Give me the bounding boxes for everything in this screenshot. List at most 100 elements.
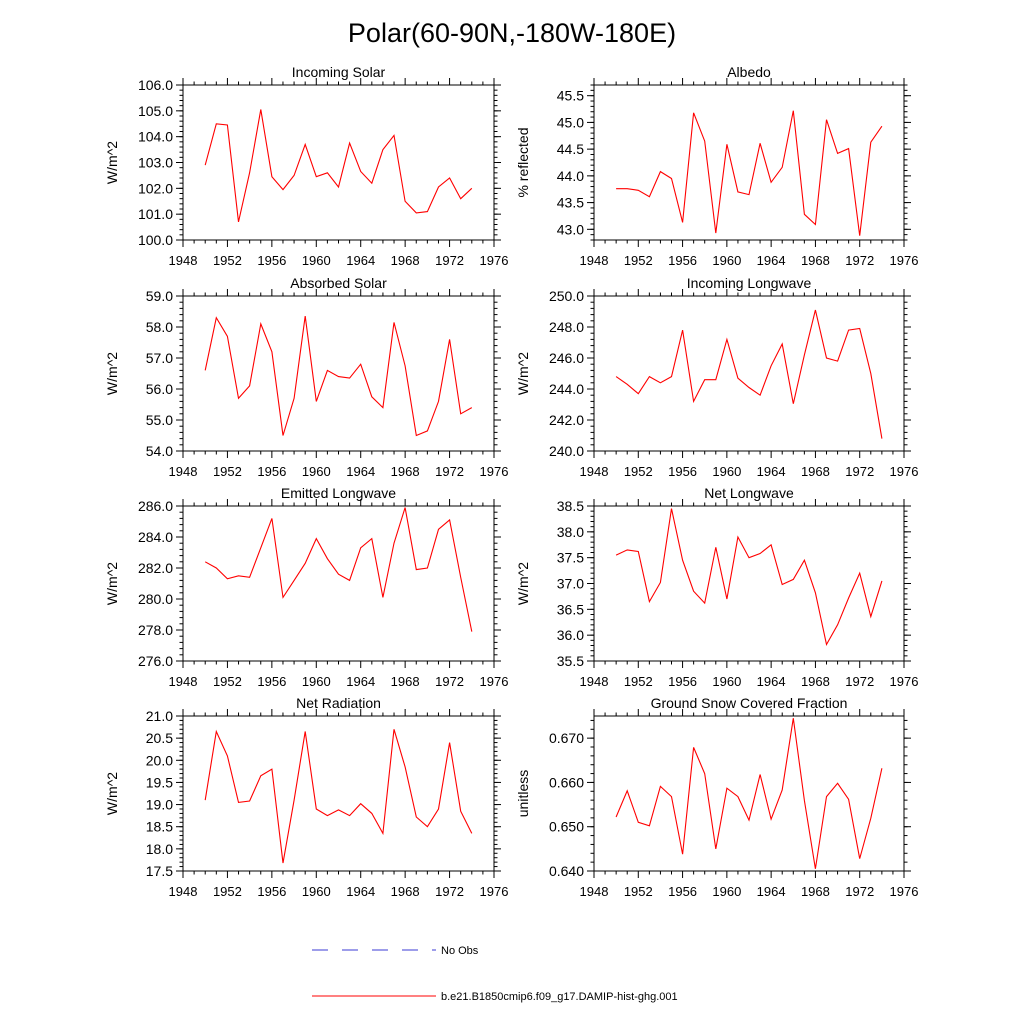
y-tick-label: 21.0 bbox=[146, 708, 173, 724]
panel-title: Net Longwave bbox=[704, 485, 794, 501]
panel-title: Incoming Longwave bbox=[687, 275, 812, 291]
legend: No Obs b.e21.B1850cmip6.f09_g17.DAMIP-hi… bbox=[312, 945, 678, 1003]
y-tick-label: 54.0 bbox=[146, 443, 173, 459]
data-point bbox=[416, 435, 417, 436]
data-point bbox=[316, 401, 317, 402]
data-point bbox=[616, 555, 617, 556]
data-point bbox=[405, 201, 406, 202]
x-tick-label: 1968 bbox=[391, 464, 420, 479]
panel-1: Incoming Solar W/m^2 1948 1952 1956 1960 1964 1… bbox=[104, 64, 508, 268]
data-point bbox=[216, 317, 217, 318]
data-point bbox=[249, 172, 250, 173]
data-point bbox=[294, 398, 295, 399]
x-tick-label: 1976 bbox=[480, 253, 509, 268]
y-tick-label: 282.0 bbox=[138, 560, 173, 576]
data-point bbox=[748, 194, 749, 195]
series-line bbox=[204, 316, 473, 437]
y-tick-label: 105.0 bbox=[138, 103, 173, 119]
y-tick-label: 36.0 bbox=[557, 627, 584, 643]
data-point bbox=[238, 802, 239, 803]
data-point bbox=[460, 413, 461, 414]
data-point bbox=[693, 747, 694, 748]
data-point bbox=[338, 574, 339, 575]
data-point bbox=[216, 731, 217, 732]
y-axis-label: W/m^2 bbox=[104, 562, 120, 605]
data-point bbox=[216, 567, 217, 568]
y-axis-label: W/m^2 bbox=[515, 352, 531, 395]
y-tick-label: 106.0 bbox=[138, 77, 173, 93]
data-point bbox=[438, 529, 439, 530]
data-point bbox=[438, 186, 439, 187]
y-tick-label: 0.650 bbox=[549, 819, 584, 835]
x-tick-label: 1960 bbox=[302, 464, 331, 479]
x-tick-label: 1948 bbox=[169, 253, 198, 268]
x-tick-label: 1952 bbox=[624, 464, 653, 479]
data-point bbox=[649, 196, 650, 197]
panel-title: Net Radiation bbox=[296, 695, 381, 711]
x-tick-label: 1968 bbox=[801, 253, 830, 268]
data-point bbox=[848, 597, 849, 598]
y-tick-label: 20.0 bbox=[146, 752, 173, 768]
y-tick-label: 19.5 bbox=[146, 774, 173, 790]
x-tick-label: 1968 bbox=[391, 884, 420, 899]
data-point bbox=[848, 148, 849, 149]
data-point bbox=[360, 547, 361, 548]
data-point bbox=[249, 800, 250, 801]
data-point bbox=[416, 816, 417, 817]
panel-8: Ground Snow Covered Fraction unitless 1948… bbox=[515, 695, 918, 899]
data-point bbox=[360, 171, 361, 172]
data-point bbox=[870, 373, 871, 374]
data-point bbox=[649, 825, 650, 826]
data-point bbox=[815, 224, 816, 225]
y-tick-label: 43.5 bbox=[557, 195, 584, 211]
data-point bbox=[638, 822, 639, 823]
data-point bbox=[793, 403, 794, 404]
y-tick-label: 0.660 bbox=[549, 774, 584, 790]
data-point bbox=[793, 718, 794, 719]
data-point bbox=[715, 848, 716, 849]
data-point bbox=[837, 624, 838, 625]
data-point bbox=[726, 598, 727, 599]
data-point bbox=[760, 395, 761, 396]
y-tick-label: 240.0 bbox=[549, 443, 584, 459]
y-tick-label: 38.5 bbox=[557, 498, 584, 514]
data-point bbox=[682, 330, 683, 331]
data-point bbox=[371, 396, 372, 397]
data-point bbox=[438, 808, 439, 809]
x-tick-label: 1956 bbox=[668, 253, 697, 268]
y-tick-label: 246.0 bbox=[549, 350, 584, 366]
x-tick-label: 1952 bbox=[213, 674, 242, 689]
data-point bbox=[260, 547, 261, 548]
series-line bbox=[615, 508, 883, 647]
data-point bbox=[260, 109, 261, 110]
y-tick-label: 250.0 bbox=[549, 288, 584, 304]
data-point bbox=[881, 126, 882, 127]
data-point bbox=[282, 435, 283, 436]
data-point bbox=[205, 561, 206, 562]
x-tick-label: 1952 bbox=[213, 464, 242, 479]
data-point bbox=[305, 563, 306, 564]
data-point bbox=[460, 811, 461, 812]
data-point bbox=[349, 378, 350, 379]
data-point bbox=[471, 631, 472, 632]
y-axis-label: W/m^2 bbox=[515, 562, 531, 605]
data-point bbox=[227, 578, 228, 579]
data-point bbox=[671, 376, 672, 377]
data-point bbox=[815, 592, 816, 593]
data-point bbox=[616, 816, 617, 817]
data-point bbox=[693, 401, 694, 402]
x-tick-label: 1968 bbox=[801, 674, 830, 689]
x-tick-label: 1968 bbox=[391, 674, 420, 689]
data-point bbox=[238, 221, 239, 222]
panel-title: Absorbed Solar bbox=[290, 275, 387, 291]
data-point bbox=[449, 339, 450, 340]
data-point bbox=[382, 597, 383, 598]
y-tick-label: 36.5 bbox=[557, 601, 584, 617]
data-point bbox=[227, 124, 228, 125]
y-tick-label: 38.0 bbox=[557, 524, 584, 540]
x-tick-label: 1952 bbox=[624, 884, 653, 899]
data-point bbox=[260, 775, 261, 776]
data-point bbox=[638, 551, 639, 552]
plot-frame bbox=[593, 505, 905, 662]
